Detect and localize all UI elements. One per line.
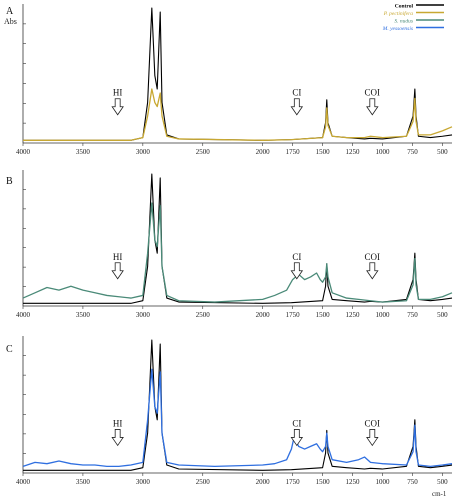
x-tick-label: 750 (407, 478, 418, 486)
x-tick-label: 1250 (346, 148, 361, 156)
annotation-label: HI (113, 252, 123, 262)
annotation-arrow-icon (366, 429, 379, 447)
panel-letter: A (6, 6, 14, 17)
x-tick-label: 4000 (16, 478, 31, 486)
x-tick-label: 1000 (375, 478, 390, 486)
x-tick-label: 3000 (136, 478, 151, 486)
x-tick-label: 1250 (346, 311, 361, 319)
series-line-1 (22, 368, 453, 467)
annotation-arrow-icon (111, 429, 124, 447)
x-tick-label: 1750 (286, 478, 301, 486)
panel-A: A 4000 3500 3000 2500 2000 1750 1500 1250 1000 750… (6, 4, 453, 156)
annotation-arrow-icon (290, 98, 304, 116)
x-tick-label: 1750 (286, 311, 301, 319)
x-tick-label: 500 (437, 311, 448, 319)
legend-label-2: S. nudus (394, 19, 413, 25)
panel-letter: C (6, 344, 13, 355)
annotation-arrow-icon (366, 98, 379, 116)
series-line-1 (22, 202, 453, 303)
annotation-label: CI (292, 88, 301, 98)
x-tick-label: 3500 (76, 148, 91, 156)
annotation-label: CI (292, 252, 301, 262)
series-line-0 (23, 339, 453, 471)
x-tick-label: 750 (407, 148, 418, 156)
x-tick-label: 1500 (316, 148, 331, 156)
annotation-arrow-icon (366, 262, 379, 280)
series-line-0 (23, 173, 453, 304)
x-tick-label: 1250 (346, 478, 361, 486)
x-tick-label: 3000 (136, 311, 151, 319)
legend-label-1: P. pectinifera (383, 10, 413, 17)
annotation-arrow-icon (290, 429, 304, 447)
x-tick-label: 2500 (196, 478, 211, 486)
x-tick-label: 4000 (16, 311, 31, 319)
legend-label-0: Control (395, 4, 414, 10)
x-tick-label: 4000 (16, 148, 31, 156)
x-tick-label: 1000 (375, 311, 390, 319)
annotation-arrow-icon (111, 98, 124, 116)
x-tick-label: 2000 (256, 478, 271, 486)
x-tick-label: 500 (437, 478, 448, 486)
annotation-label: HI (113, 418, 123, 428)
legend-label-3: M. yessoensis (382, 26, 413, 32)
panel-letter: B (6, 176, 13, 187)
annotation-label: COI (365, 418, 381, 428)
x-tick-label: 2500 (196, 311, 211, 319)
annotation-label: COI (365, 252, 381, 262)
y-axis-label: Abs (4, 17, 17, 26)
x-tick-label: 1000 (375, 148, 390, 156)
x-tick-label: 750 (407, 311, 418, 319)
panels: A 4000 3500 3000 2500 2000 1750 1500 1250 1000 750… (6, 4, 453, 486)
annotation-label: HI (113, 88, 123, 98)
annotation-label: CI (292, 418, 301, 428)
annotation-arrow-icon (111, 262, 124, 280)
x-tick-label: 1500 (316, 311, 331, 319)
x-tick-label: 500 (437, 148, 448, 156)
x-tick-label: 3500 (76, 311, 91, 319)
x-unit-label: cm-1 (432, 490, 447, 498)
series-line-1 (23, 88, 453, 141)
x-tick-label: 3000 (136, 148, 151, 156)
x-tick-label: 2000 (256, 148, 271, 156)
x-tick-label: 1750 (286, 148, 301, 156)
annotation-arrow-icon (290, 262, 304, 280)
annotation-label: COI (365, 88, 381, 98)
x-tick-label: 3500 (76, 478, 91, 486)
x-tick-label: 2500 (196, 148, 211, 156)
panel-C: C 4000 3500 3000 2500 2000 1750 1500 1250 1000 750… (6, 336, 453, 486)
x-tick-label: 1500 (316, 478, 331, 486)
panel-B: B 4000 3500 3000 2500 2000 1750 1500 1250 1000 750… (6, 170, 453, 319)
x-tick-label: 2000 (256, 311, 271, 319)
